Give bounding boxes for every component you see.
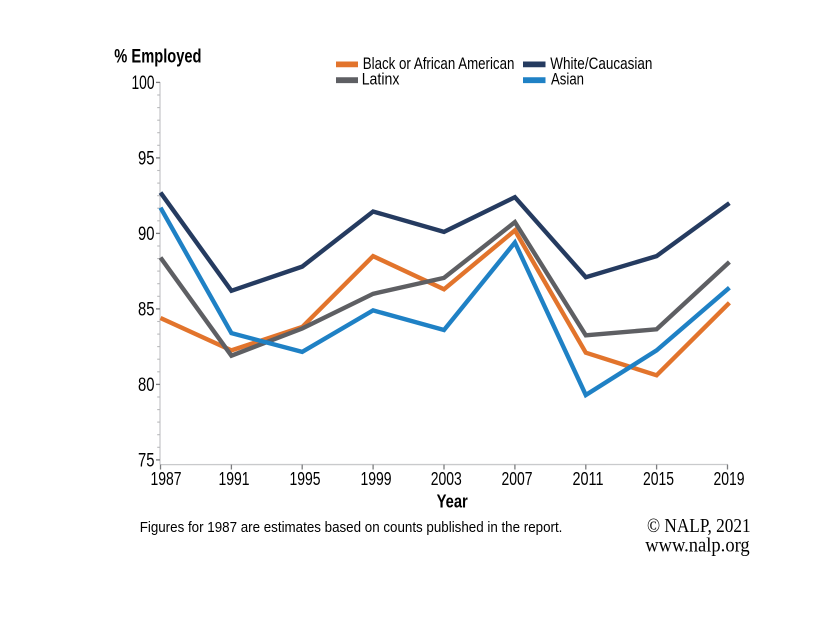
svg-text:2011: 2011: [573, 468, 604, 489]
svg-text:1991: 1991: [219, 468, 250, 489]
svg-text:2007: 2007: [502, 468, 533, 489]
svg-text:1999: 1999: [361, 468, 392, 489]
svg-text:85: 85: [138, 299, 155, 321]
svg-text:90: 90: [138, 223, 155, 245]
svg-text:© NALP, 2021: © NALP, 2021: [647, 515, 751, 537]
svg-text:Black or African American: Black or African American: [363, 54, 515, 73]
svg-text:2003: 2003: [431, 468, 462, 489]
svg-text:% Employed: % Employed: [114, 45, 201, 67]
svg-text:Figures for 1987 are estimates: Figures for 1987 are estimates based on …: [140, 520, 563, 536]
svg-text:95: 95: [138, 148, 155, 170]
svg-text:White/Caucasian: White/Caucasian: [550, 54, 652, 73]
svg-text:1995: 1995: [290, 468, 321, 489]
svg-text:1987: 1987: [151, 468, 182, 489]
svg-text:Asian: Asian: [551, 70, 584, 89]
svg-text:80: 80: [138, 374, 155, 396]
svg-text:2019: 2019: [714, 468, 745, 489]
svg-text:Latinx: Latinx: [362, 70, 400, 89]
svg-text:2015: 2015: [643, 468, 674, 489]
svg-text:www.nalp.org: www.nalp.org: [645, 535, 750, 557]
svg-text:Year: Year: [437, 490, 468, 511]
svg-text:100: 100: [132, 72, 155, 94]
svg-text:75: 75: [138, 450, 155, 472]
